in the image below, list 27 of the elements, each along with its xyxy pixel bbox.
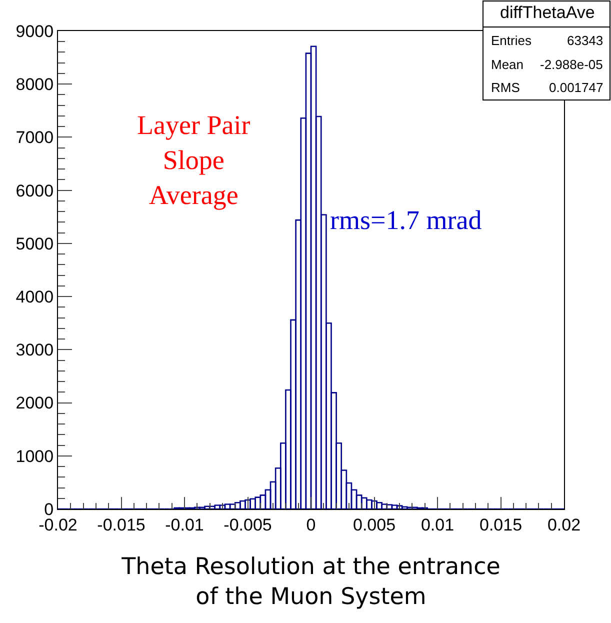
x-axis-title: Theta Resolution at the entrance of the Muon System [120,554,500,610]
text: 63343 [567,33,604,48]
x-tick-label: 0.02 [547,515,581,534]
annotation: -2.988e-05 [540,57,603,72]
annotation: Entries [491,33,532,48]
x-tick-label: -0.01 [165,515,204,534]
y-tick-label: 8000 [16,75,54,94]
y-tick-label: 1000 [16,446,54,466]
x-tick-label: 0 [306,515,316,534]
y-tick-label: 7000 [16,128,54,148]
y-tick-label: 5000 [16,234,54,254]
y-tick-label: 9000 [16,22,54,41]
annotation: rms=1.7 mrad [330,205,482,235]
y-tick-label: 4000 [16,288,54,307]
x-tick-label: -0.015 [97,515,146,534]
annotation: 0.001747 [549,80,604,95]
text: diffThetaAve [500,3,595,22]
y-tick-label: 3000 [16,340,54,360]
x-tick-label: -0.005 [224,515,272,534]
x-tick-label: 0.015 [479,515,522,534]
annotation: RMS [491,80,520,95]
annotation: Layer Pair Slope Average [137,110,250,210]
y-tick-label: 2000 [16,394,54,413]
x-tick-label: 0.01 [420,515,454,534]
y-tick-label: 6000 [16,181,54,200]
x-tick-label: 0.005 [352,515,396,534]
annotation: Mean [491,57,524,72]
